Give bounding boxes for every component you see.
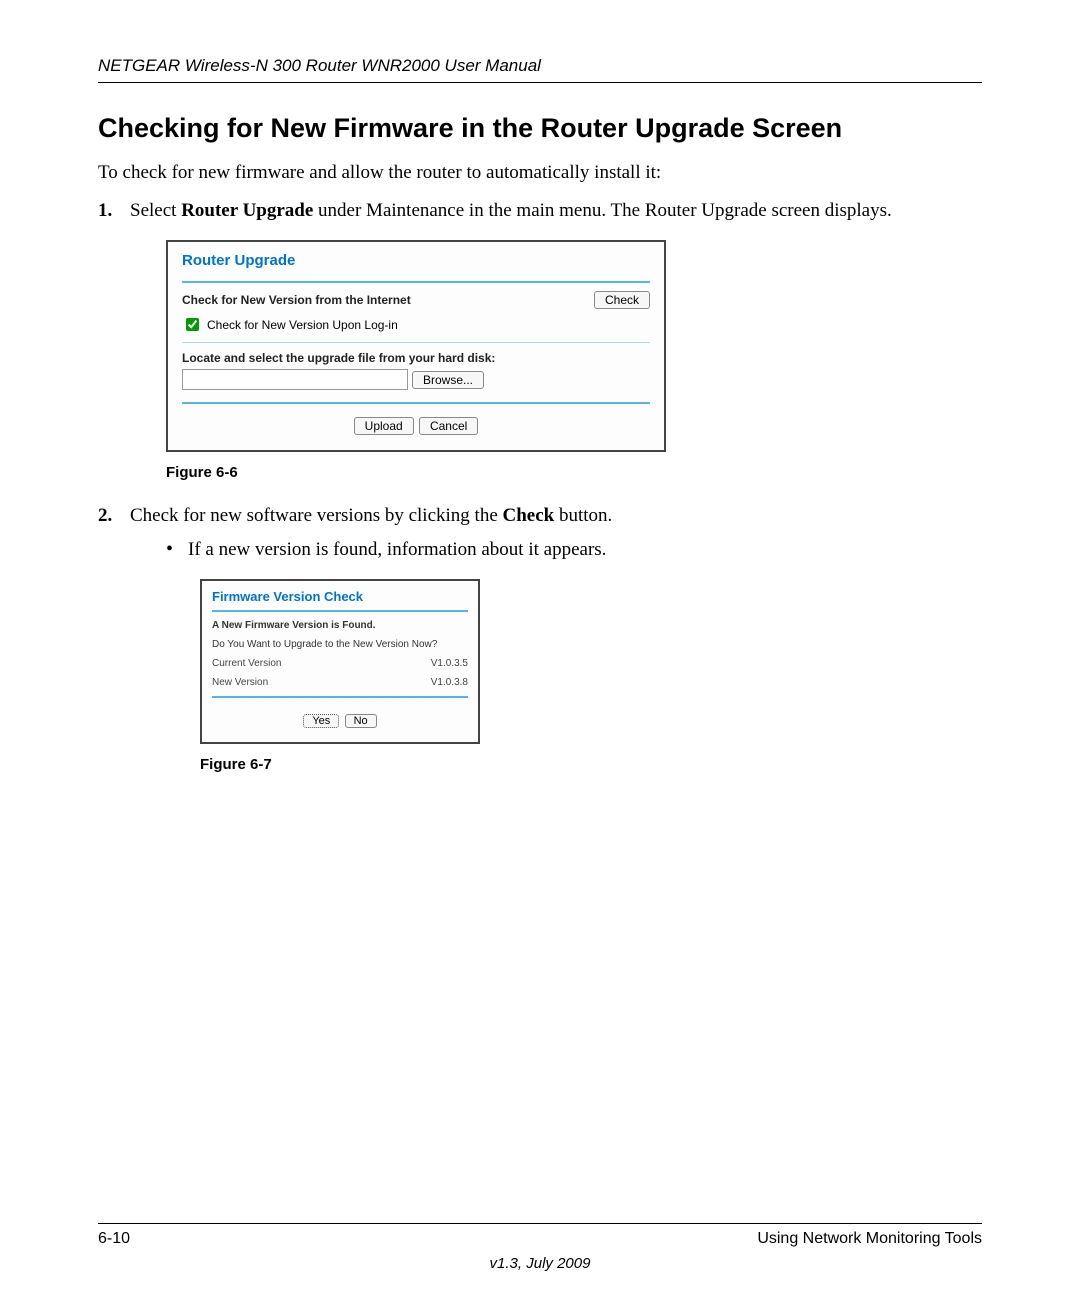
footer-section-name: Using Network Monitoring Tools	[757, 1230, 982, 1248]
step-1: 1. Select Router Upgrade under Maintenan…	[98, 200, 982, 481]
new-version-label: New Version	[212, 677, 268, 688]
step-2-number: 2.	[98, 505, 112, 527]
step-2-bullet: If a new version is found, information a…	[166, 539, 982, 561]
check-button[interactable]: Check	[594, 291, 650, 309]
divider	[212, 610, 468, 612]
no-button[interactable]: No	[345, 714, 377, 728]
step-1-number: 1.	[98, 200, 112, 222]
check-on-login-label: Check for New Version Upon Log-in	[207, 318, 398, 332]
step-2-bold: Check	[503, 505, 555, 526]
check-internet-label: Check for New Version from the Internet	[182, 293, 411, 307]
divider	[212, 696, 468, 698]
browse-button[interactable]: Browse...	[412, 371, 484, 389]
firmware-found-msg: A New Firmware Version is Found.	[212, 620, 468, 631]
upload-button[interactable]: Upload	[354, 417, 414, 435]
locate-label: Locate and select the upgrade file from …	[182, 351, 650, 365]
step-2-pre: Check for new software versions by click…	[130, 505, 503, 526]
step-2: 2. Check for new software versions by cl…	[98, 505, 982, 773]
manual-header: NETGEAR Wireless-N 300 Router WNR2000 Us…	[98, 56, 982, 83]
panel2-title: Firmware Version Check	[212, 589, 468, 604]
section-heading: Checking for New Firmware in the Router …	[98, 113, 982, 144]
figure-6-7-caption: Figure 6-7	[200, 756, 982, 773]
yes-button[interactable]: Yes	[303, 714, 339, 728]
current-version-label: Current Version	[212, 658, 281, 669]
divider	[182, 281, 650, 283]
new-version-value: V1.0.3.8	[431, 677, 468, 688]
file-path-input[interactable]	[182, 369, 408, 390]
page-footer: 6-10 Using Network Monitoring Tools	[98, 1223, 982, 1248]
upgrade-question: Do You Want to Upgrade to the New Versio…	[212, 639, 468, 650]
check-on-login-checkbox[interactable]	[186, 318, 199, 331]
cancel-button[interactable]: Cancel	[419, 417, 478, 435]
panel1-title: Router Upgrade	[182, 252, 650, 269]
doc-version: v1.3, July 2009	[0, 1255, 1080, 1272]
divider	[182, 342, 650, 343]
router-upgrade-panel: Router Upgrade Check for New Version fro…	[166, 240, 666, 452]
intro-text: To check for new firmware and allow the …	[98, 162, 982, 184]
page-number: 6-10	[98, 1230, 130, 1248]
figure-6-6-caption: Figure 6-6	[166, 464, 982, 481]
firmware-version-check-panel: Firmware Version Check A New Firmware Ve…	[200, 579, 480, 744]
step-1-post: under Maintenance in the main menu. The …	[313, 200, 891, 221]
step-2-post: button.	[554, 505, 612, 526]
current-version-value: V1.0.3.5	[431, 658, 468, 669]
step-1-pre: Select	[130, 200, 181, 221]
step-1-bold: Router Upgrade	[181, 200, 313, 221]
divider	[182, 402, 650, 404]
